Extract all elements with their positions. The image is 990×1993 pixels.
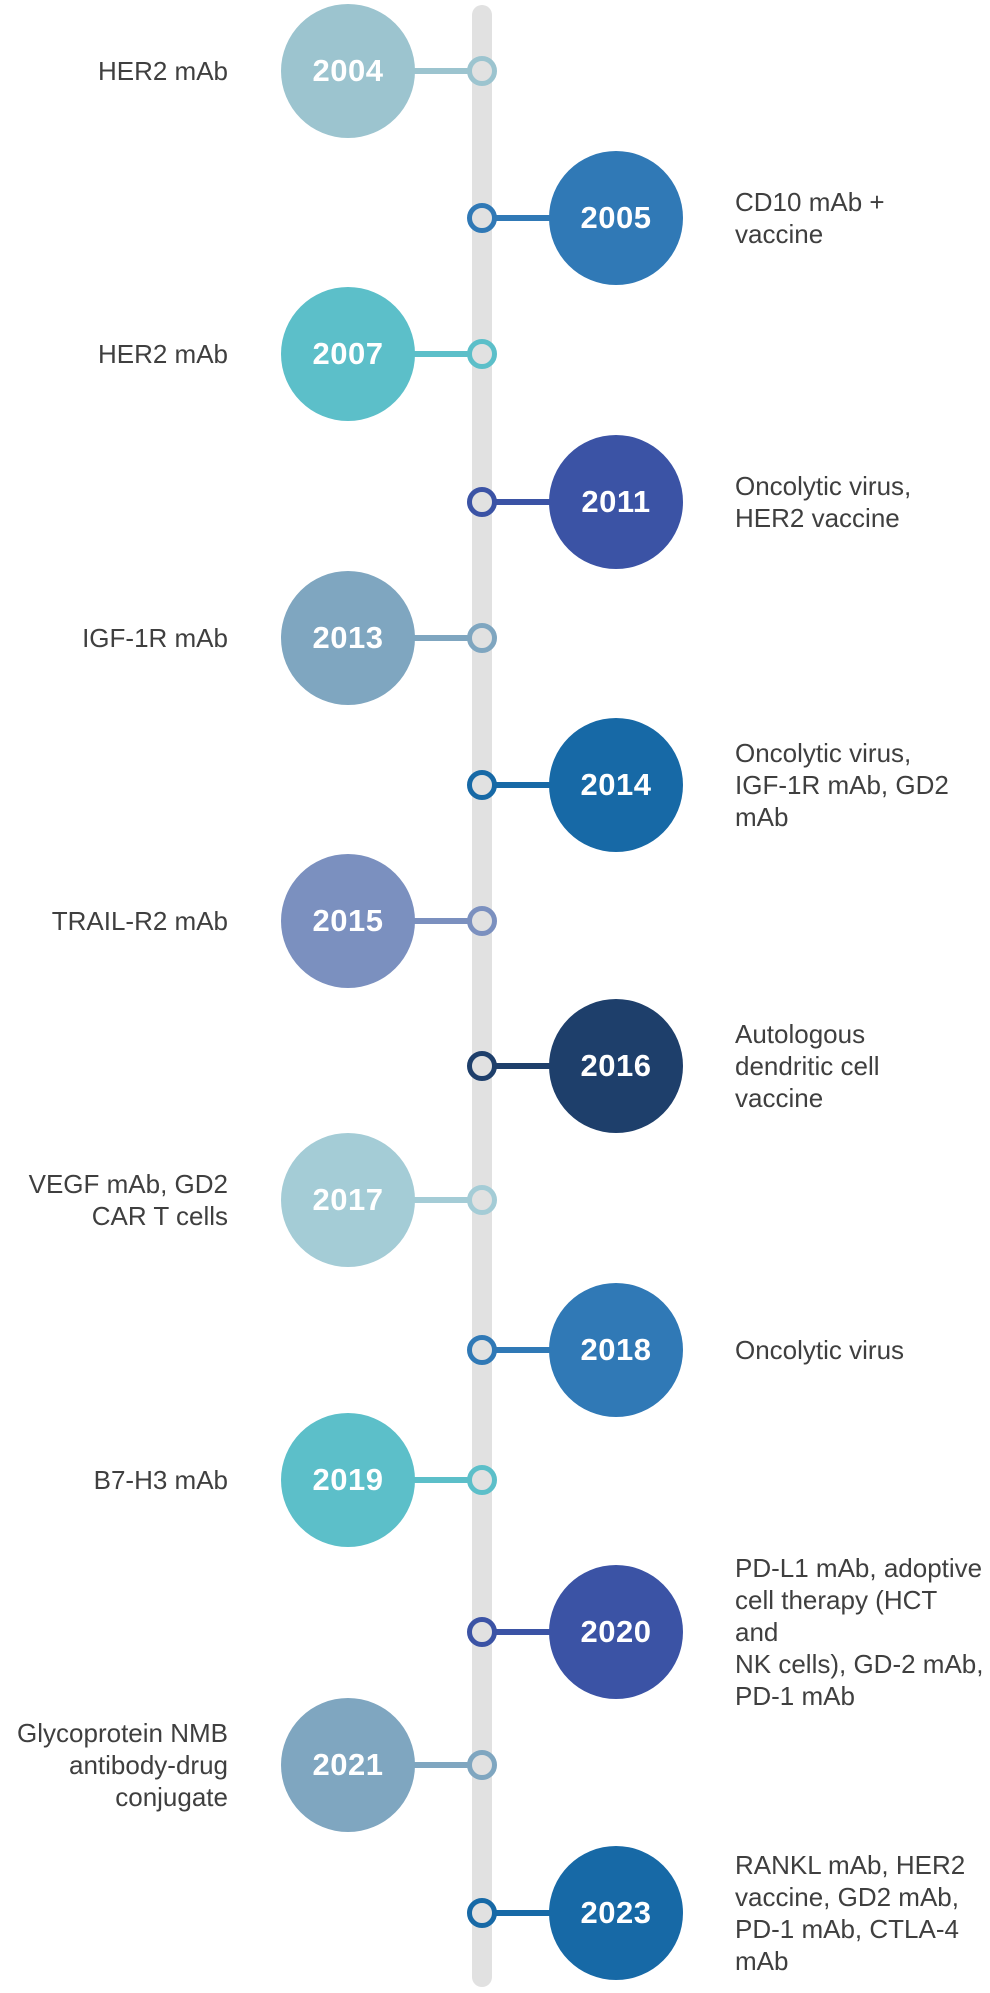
year-circle: 2013	[281, 571, 415, 705]
year-circle: 2007	[281, 287, 415, 421]
year-text: 2013	[312, 620, 384, 655]
entry-label: IGF-1R mAb	[82, 623, 228, 653]
connector-line	[492, 499, 552, 505]
timeline-node-ring	[466, 1465, 497, 1495]
entry-label: Oncolytic virus	[735, 1335, 905, 1365]
connector-line	[492, 1910, 552, 1916]
connector-line	[410, 635, 470, 641]
timeline-node-ring	[466, 1185, 497, 1215]
connector-line	[410, 351, 470, 357]
year-circle: 2011	[549, 435, 683, 569]
connector-line	[492, 215, 552, 221]
connector-line	[492, 782, 552, 788]
connector-line	[492, 1629, 552, 1635]
timeline-node-ring	[466, 203, 497, 233]
timeline-node-ring	[466, 1051, 497, 1081]
connector-line	[410, 1197, 470, 1203]
year-text: 2019	[312, 1462, 384, 1497]
year-circle: 2021	[281, 1698, 415, 1832]
year-circle: 2016	[549, 999, 683, 1133]
year-text: 2007	[312, 336, 384, 371]
entry-label: HER2 mAb	[97, 339, 228, 369]
timeline-node-ring	[466, 56, 497, 86]
timeline-node-ring	[466, 339, 497, 369]
year-text: 2020	[580, 1614, 652, 1649]
timeline-node-ring	[466, 1750, 497, 1780]
entry-label: Glycoprotein NMB antibody-drug conjugate	[17, 1718, 228, 1812]
year-circle: 2005	[549, 151, 683, 285]
connector-line	[410, 1762, 470, 1768]
year-text: 2016	[580, 1048, 652, 1083]
year-circle: 2019	[281, 1413, 415, 1547]
connector-line	[410, 68, 470, 74]
entry-label: HER2 mAb	[97, 56, 228, 86]
connector-line	[492, 1347, 552, 1353]
entry-label: Oncolytic virus, HER2 vaccine	[735, 471, 912, 533]
entry-label: B7-H3 mAb	[93, 1465, 228, 1495]
entry-label: TRAIL-R2 mAb	[51, 906, 228, 936]
entry-label: Autologous dendritic cell vaccine	[735, 1019, 880, 1113]
entry-label: Oncolytic virus, IGF-1R mAb, GD2 mAb	[735, 738, 949, 832]
timeline-node-ring	[466, 906, 497, 936]
year-text: 2014	[580, 767, 652, 802]
year-text: 2005	[580, 200, 652, 235]
year-circle: 2015	[281, 854, 415, 988]
year-text: 2021	[312, 1747, 384, 1782]
connector-line	[410, 1477, 470, 1483]
timeline-spine-bar	[472, 5, 492, 1987]
entry-label: CD10 mAb + vaccine	[735, 187, 885, 249]
entry-label: PD-L1 mAb, adoptive cell therapy (HCT an…	[735, 1553, 984, 1711]
year-text: 2011	[581, 484, 651, 519]
connector-line	[410, 918, 470, 924]
year-text: 2015	[312, 903, 384, 938]
timeline-node-ring	[466, 1617, 497, 1647]
entry-label: VEGF mAb, GD2 CAR T cells	[28, 1169, 228, 1231]
year-circle: 2004	[281, 4, 415, 138]
year-circle: 2017	[281, 1133, 415, 1267]
year-circle: 2018	[549, 1283, 683, 1417]
year-text: 2017	[312, 1182, 384, 1217]
entry-label: RANKL mAb, HER2 vaccine, GD2 mAb, PD-1 m…	[735, 1850, 966, 1976]
year-text: 2023	[580, 1895, 652, 1930]
timeline-node-ring	[466, 487, 497, 517]
timeline-node-ring	[466, 623, 497, 653]
connector-line	[492, 1063, 552, 1069]
timeline-node-ring	[466, 770, 497, 800]
year-circle: 2023	[549, 1846, 683, 1980]
timeline-node-ring	[466, 1335, 497, 1365]
year-text: 2018	[580, 1332, 652, 1367]
year-circle: 2020	[549, 1565, 683, 1699]
year-circle: 2014	[549, 718, 683, 852]
timeline-node-ring	[466, 1898, 497, 1928]
year-text: 2004	[312, 53, 384, 88]
